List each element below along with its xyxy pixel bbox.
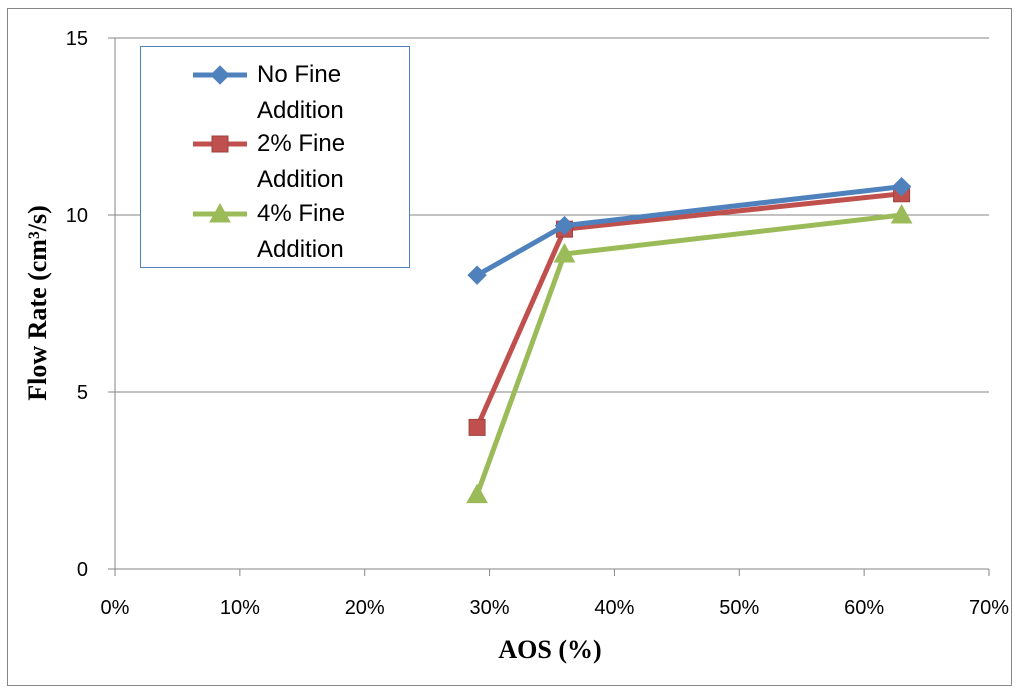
x-tick-label: 20% — [345, 597, 385, 619]
legend-label-no-fine: No Fine Addition — [257, 61, 344, 124]
x-tick-label: 70% — [969, 597, 1009, 619]
data-point-3-2 — [553, 242, 576, 263]
x-axis-title: AOS (%) — [498, 635, 601, 664]
data-point-2-1 — [468, 418, 486, 436]
legend: No Fine Addition 2% Fine Addition 4% Fin… — [140, 46, 410, 268]
legend-swatch-2pct-fine — [193, 135, 247, 153]
y-axis-title: Flow Rate (cm³/s) — [23, 205, 52, 401]
data-point-3-1 — [466, 483, 488, 504]
legend-swatch-no-fine — [193, 65, 247, 85]
x-tick-label: 50% — [719, 597, 759, 619]
data-point-1-3 — [891, 176, 912, 197]
legend-marker — [210, 65, 230, 85]
legend-label-2pct-fine: 2% Fine Addition — [257, 130, 346, 193]
data-series — [466, 176, 913, 504]
y-tick-label: 0 — [77, 559, 88, 581]
series-line-3 — [474, 212, 902, 496]
x-tick-label: 10% — [220, 597, 260, 619]
x-tick-label: 30% — [470, 597, 510, 619]
series-3 — [466, 203, 913, 504]
y-tick-label: 5 — [77, 382, 88, 404]
x-tick-label: 60% — [844, 597, 884, 619]
x-tick-label: 40% — [594, 597, 634, 619]
series-1 — [467, 176, 912, 285]
legend-entry-4pct-fine: 4% Fine Addition — [141, 194, 409, 266]
legend-entry-2pct-fine: 2% Fine Addition — [141, 124, 409, 196]
data-point-1-1 — [467, 265, 487, 285]
y-tick-label: 10 — [66, 205, 88, 227]
legend-marker — [211, 135, 229, 153]
axes — [108, 37, 990, 576]
legend-entry-no-fine: No Fine Addition — [141, 55, 409, 127]
legend-label-4pct-fine: 4% Fine Addition — [257, 200, 346, 263]
data-point-3-3 — [890, 203, 913, 224]
data-point-1-2 — [554, 215, 575, 236]
legend-marker — [209, 202, 231, 223]
y-tick-label: 15 — [66, 28, 88, 50]
tick-labels: 0 5 10 15 0% 10% 20% 30% 40% 50% 60% 70% — [66, 28, 1009, 619]
x-tick-label: 0% — [101, 597, 130, 619]
legend-swatch-4pct-fine — [193, 202, 247, 223]
